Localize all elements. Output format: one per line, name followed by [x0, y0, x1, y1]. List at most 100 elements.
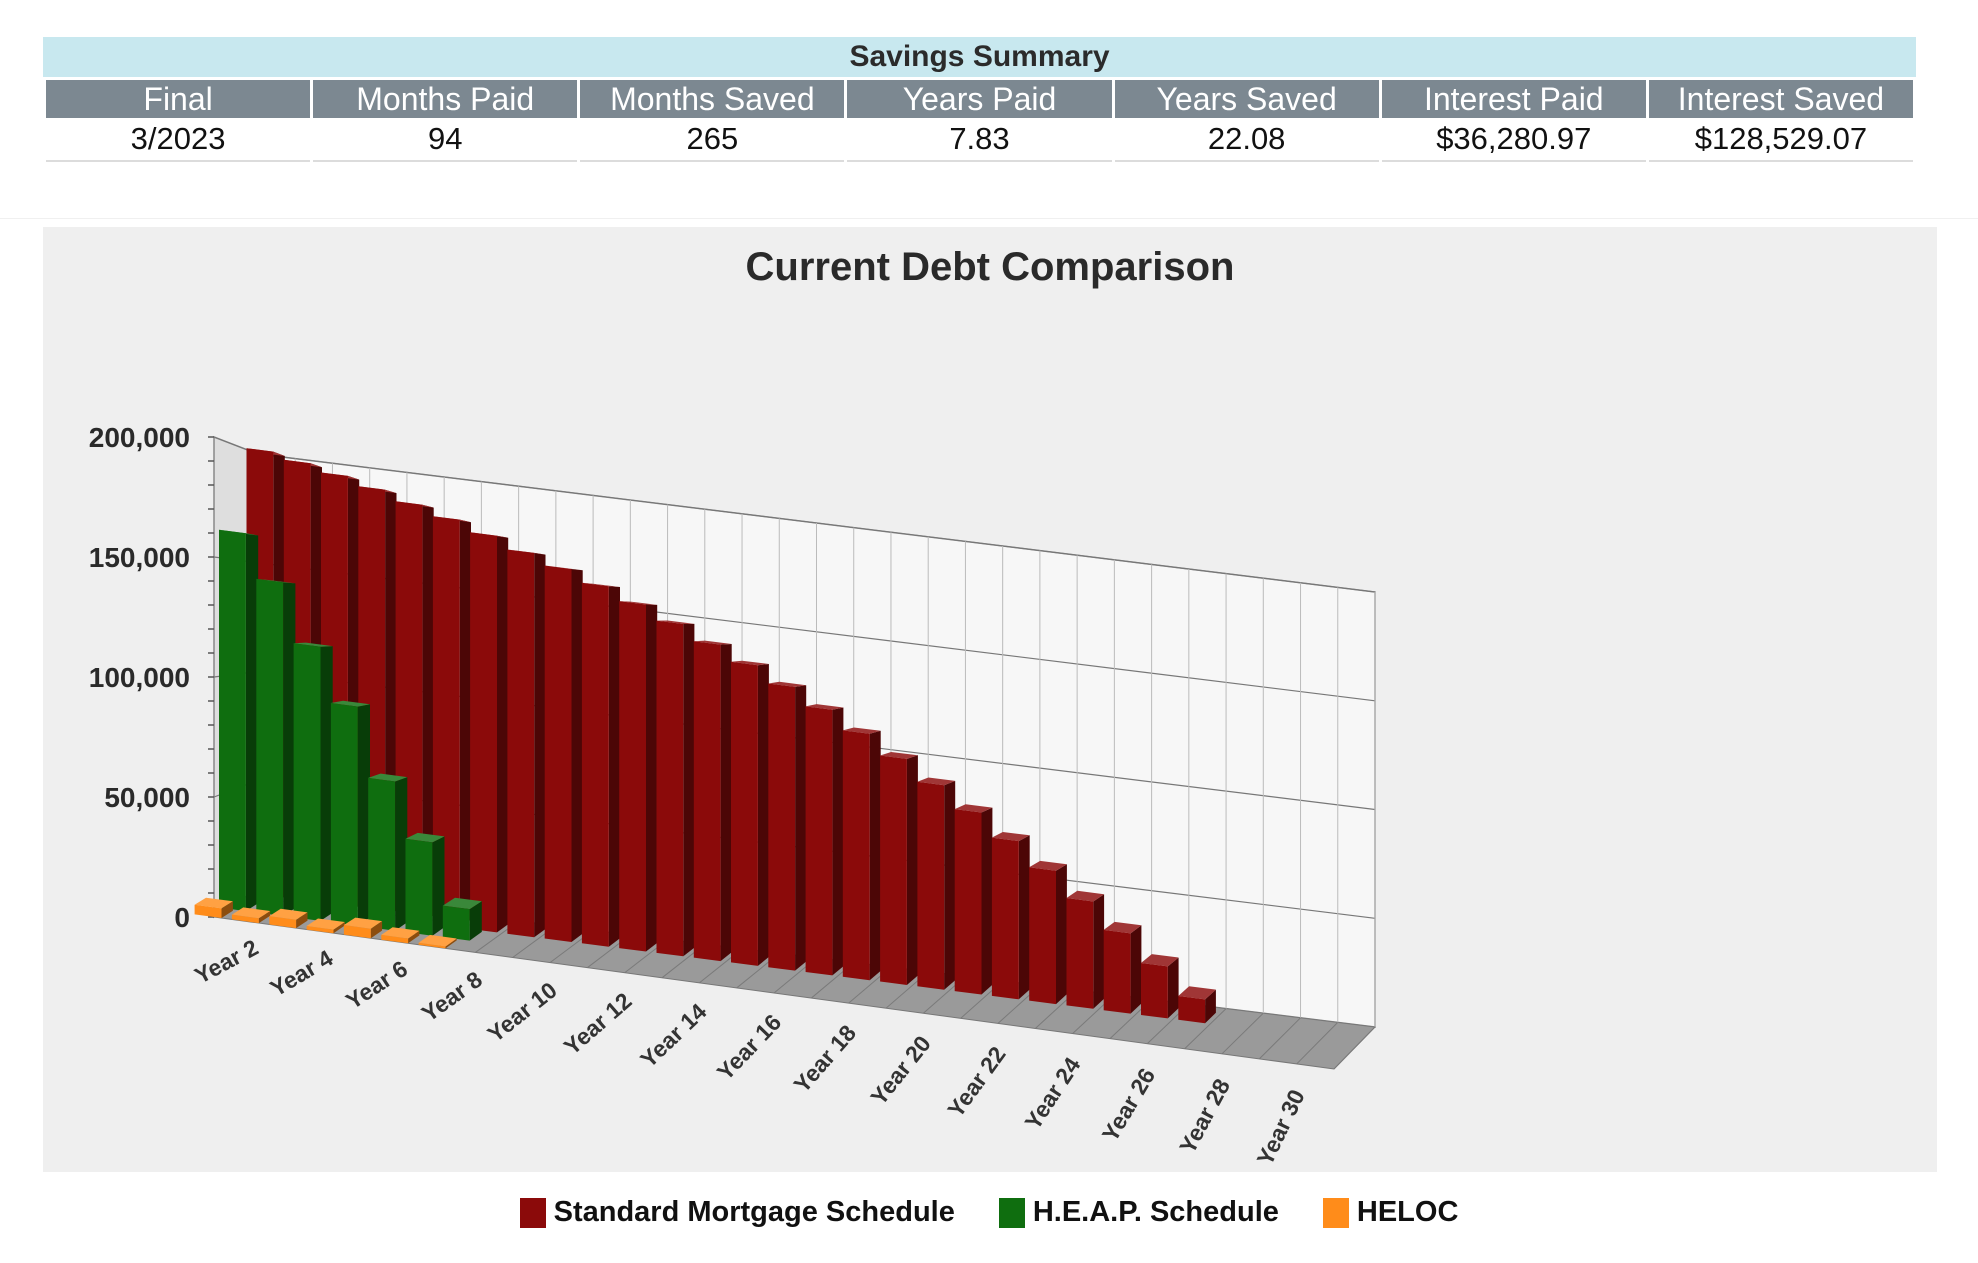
bar-standard-mortgage-top	[1029, 860, 1067, 871]
bar-standard-mortgage-side	[720, 644, 732, 962]
bar-standard-mortgage-top	[656, 620, 695, 624]
bar-standard-mortgage-side	[459, 519, 471, 928]
bar-standard-mortgage-side	[422, 504, 434, 923]
savings-summary-table: Savings Summary Final Months Paid Months…	[43, 37, 1916, 162]
header-interest-paid: Interest Paid	[1381, 80, 1646, 118]
summary-grid: Final Months Paid Months Saved Years Pai…	[43, 80, 1916, 162]
bar-standard-mortgage-side	[944, 780, 956, 990]
value-months-paid: 94	[313, 118, 578, 162]
x-tick-label: Year 8	[417, 966, 487, 1027]
x-tick-label: Year 4	[266, 945, 338, 1002]
y-tick-label: 0	[174, 902, 190, 933]
bar-heloc-side	[370, 921, 383, 939]
bar-standard-mortgage-top	[991, 832, 1030, 842]
value-interest-paid: $36,280.97	[1381, 118, 1646, 162]
legend-item-heap: H.E.A.P. Schedule	[998, 1196, 1279, 1229]
x-tick-label: Year 10	[482, 977, 561, 1047]
bar-heloc	[231, 914, 259, 924]
bar-standard-mortgage	[842, 730, 870, 981]
legend-item-standard: Standard Mortgage Schedule	[519, 1196, 955, 1229]
bar-heap	[442, 905, 470, 941]
header-months-saved: Months Saved	[580, 80, 845, 118]
bar-heloc	[381, 934, 409, 944]
bar-heloc	[306, 926, 334, 934]
x-tick-label: Year 6	[341, 955, 412, 1014]
bar-heloc	[343, 925, 371, 939]
bar-standard-mortgage-top	[880, 752, 918, 759]
bar-standard-mortgage-side	[832, 707, 844, 976]
bar-standard-mortgage-top	[842, 727, 881, 734]
bar-standard-mortgage	[1066, 898, 1094, 1009]
x-tick-label: Year 2	[190, 934, 262, 989]
bar-heloc-top	[194, 897, 233, 909]
bar-standard-mortgage	[581, 582, 609, 947]
x-tick-label: Year 18	[788, 1020, 861, 1098]
bar-standard-mortgage-side	[608, 586, 620, 947]
bar-standard-mortgage-top	[1178, 986, 1216, 1000]
bar-standard-mortgage-top	[917, 777, 956, 786]
legend-swatch-heloc	[1322, 1197, 1349, 1228]
x-tick-label: Year 30	[1252, 1085, 1310, 1169]
bar-standard-mortgage-side	[1167, 957, 1179, 1019]
bar-heloc	[418, 942, 446, 949]
y-tick-label: 100,000	[89, 662, 190, 693]
bar-standard-mortgage-side	[646, 604, 658, 952]
bar-standard-mortgage	[917, 781, 945, 990]
floor-gridline	[1296, 1022, 1339, 1065]
bar-standard-mortgage	[507, 549, 535, 938]
bar-heloc-side	[221, 901, 233, 918]
bar-heap-top	[293, 642, 333, 647]
bar-heap	[256, 578, 284, 916]
legend-label-heloc: HELOC	[1356, 1196, 1459, 1228]
bar-heloc-top	[418, 934, 457, 947]
bar-standard-mortgage	[656, 620, 684, 957]
bar-heloc-top	[381, 927, 420, 939]
summary-header-row: Final Months Paid Months Saved Years Pai…	[46, 80, 1913, 118]
bar-standard-mortgage-side	[795, 685, 807, 971]
bar-standard-mortgage	[432, 516, 460, 928]
bar-standard-mortgage-side	[1018, 835, 1030, 1000]
bar-standard-mortgage-side	[869, 730, 881, 981]
bar-standard-mortgage-top	[693, 640, 732, 645]
value-months-saved: 265	[580, 118, 845, 162]
floor-gridline	[1258, 1017, 1301, 1060]
bar-heap-top	[442, 897, 482, 910]
chart-panel: Current Debt Comparison 200,000 150,000 10…	[43, 227, 1937, 1172]
bar-heloc-top	[231, 907, 271, 919]
bar-standard-mortgage-top	[1103, 921, 1142, 934]
bar-standard-mortgage-top	[619, 601, 658, 605]
bar-standard-mortgage-top	[581, 582, 620, 587]
bar-heap	[405, 838, 433, 936]
chart-title: Current Debt Comparison	[745, 245, 1235, 289]
bar-heloc	[269, 916, 297, 929]
x-tick-label: Year 12	[559, 987, 637, 1059]
bar-standard-mortgage-side	[534, 552, 546, 938]
bar-heap-top	[330, 700, 370, 707]
bar-heloc-top	[269, 908, 308, 920]
bar-heap-side	[432, 836, 445, 936]
bar-heap-top	[368, 773, 408, 782]
section-divider	[0, 218, 1978, 219]
legend-label-standard: Standard Mortgage Schedule	[553, 1196, 955, 1228]
bar-standard-mortgage-side	[757, 664, 769, 966]
y-tick-label: 150,000	[89, 542, 190, 573]
header-months-paid: Months Paid	[313, 80, 578, 118]
value-interest-saved: $128,529.07	[1648, 118, 1913, 162]
bar-standard-mortgage-top	[768, 681, 807, 687]
bar-standard-mortgage	[880, 755, 907, 985]
x-tick-label: Year 26	[1097, 1063, 1161, 1146]
bar-standard-mortgage	[1141, 963, 1168, 1019]
bar-heap-top	[405, 832, 445, 843]
bar-heap-side	[245, 533, 259, 912]
bar-heloc-side	[258, 911, 271, 924]
value-years-saved: 22.08	[1114, 118, 1379, 162]
legend-item-heloc: HELOC	[1322, 1196, 1459, 1229]
legend-label-heap: H.E.A.P. Schedule	[1032, 1196, 1279, 1228]
bar-standard-mortgage-top	[805, 704, 844, 710]
summary-title: Savings Summary	[43, 37, 1916, 77]
floor-gridline	[1184, 1008, 1227, 1050]
x-tick-label: Year 24	[1019, 1052, 1085, 1134]
bar-heap	[293, 643, 321, 921]
bar-heloc-side	[408, 930, 420, 944]
bar-standard-mortgage-side	[683, 623, 695, 957]
